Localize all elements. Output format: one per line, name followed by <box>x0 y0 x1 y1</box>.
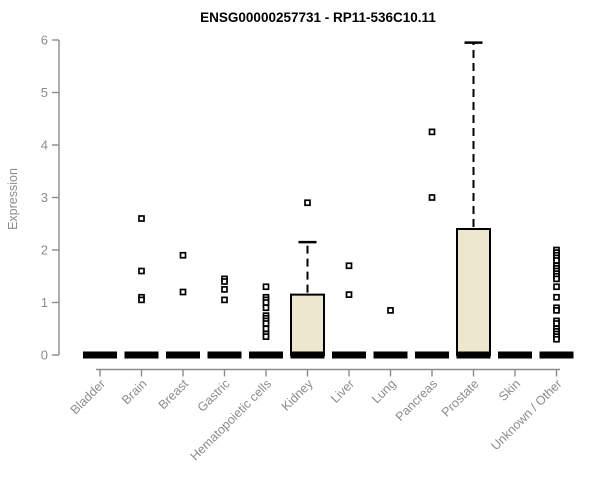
outlier-point <box>553 283 560 291</box>
x-tick-label-unknown-other: Unknown / Other <box>488 377 564 453</box>
box-group-bladder <box>83 351 117 359</box>
median-bar <box>124 351 159 359</box>
median-bar <box>498 351 532 359</box>
median-bar <box>207 351 242 359</box>
outlier-point <box>221 278 228 285</box>
outlier-point <box>387 307 394 314</box>
x-tick-label-bladder: Bladder <box>68 377 108 417</box>
outlier-point <box>262 299 270 306</box>
x-tick-label-kidney: Kidney <box>279 376 316 413</box>
x-tick-label-lung: Lung <box>369 377 399 407</box>
box-group-gastric <box>207 275 242 359</box>
y-tick-label: 4 <box>41 138 48 153</box>
outlier-point <box>221 286 228 293</box>
outlier-point <box>553 307 560 314</box>
x-tick-label-prostate: Prostate <box>439 377 482 420</box>
outlier-point <box>553 293 560 301</box>
box-group-breast <box>166 251 200 359</box>
x-tick-label-breast: Breast <box>156 376 192 412</box>
box-group-brain <box>124 215 159 359</box>
median-bar <box>539 351 574 359</box>
chart-title: ENSG00000257731 - RP11-536C10.11 <box>200 10 436 25</box>
y-tick-label: 2 <box>41 243 48 258</box>
y-tick-label: 3 <box>41 190 48 205</box>
outlier-point <box>221 296 228 304</box>
box-group-kidney <box>290 199 325 359</box>
median-bar <box>249 351 283 359</box>
outlier-point <box>138 267 145 275</box>
median-bar <box>332 351 366 359</box>
median-bar <box>83 351 117 359</box>
outlier-point <box>262 320 270 327</box>
x-tick-label-gastric: Gastric <box>195 377 233 415</box>
outlier-point <box>428 128 436 136</box>
outlier-point <box>553 257 560 264</box>
box-group-unknown-other <box>539 246 574 359</box>
y-tick-label: 0 <box>41 348 48 363</box>
box-prostate <box>456 228 491 356</box>
outlier-point <box>179 251 187 259</box>
median-bar <box>415 351 449 359</box>
y-axis-label: Expression <box>6 168 20 230</box>
outlier-point <box>138 296 145 304</box>
outlier-point <box>262 304 270 312</box>
outlier-point <box>553 335 560 343</box>
outlier-point <box>345 262 353 270</box>
outlier-point <box>138 215 145 222</box>
box-series <box>83 41 574 359</box>
outlier-point <box>345 291 353 298</box>
box-group-hematopoietic-cells <box>249 283 283 359</box>
median-bar <box>456 351 491 359</box>
x-tick-label-skin: Skin <box>496 377 523 404</box>
x-tick-label-brain: Brain <box>119 377 150 408</box>
outlier-point <box>262 325 270 333</box>
y-tick-label: 1 <box>41 295 48 310</box>
x-tick-label-pancreas: Pancreas <box>393 377 440 424</box>
box-group-liver <box>332 262 366 359</box>
box-group-skin <box>498 351 532 359</box>
y-tick-label: 5 <box>41 85 48 100</box>
box-kidney <box>290 293 325 356</box>
x-tick-label-hematopoietic-cells: Hematopoietic cells <box>188 377 275 464</box>
median-bar <box>373 351 408 359</box>
outlier-point <box>262 333 270 340</box>
x-tick-label-liver: Liver <box>328 377 357 406</box>
median-bar <box>290 351 325 359</box>
outlier-point <box>262 283 270 291</box>
median-bar <box>166 351 200 359</box>
outlier-point <box>428 194 436 201</box>
outlier-point <box>553 275 560 283</box>
y-tick-label: 6 <box>41 33 48 48</box>
outlier-point <box>553 320 560 327</box>
box-group-prostate <box>456 41 491 359</box>
outlier-point <box>304 199 311 207</box>
outlier-point <box>179 288 187 296</box>
box-group-lung <box>373 307 408 359</box>
box-group-pancreas <box>415 128 449 359</box>
